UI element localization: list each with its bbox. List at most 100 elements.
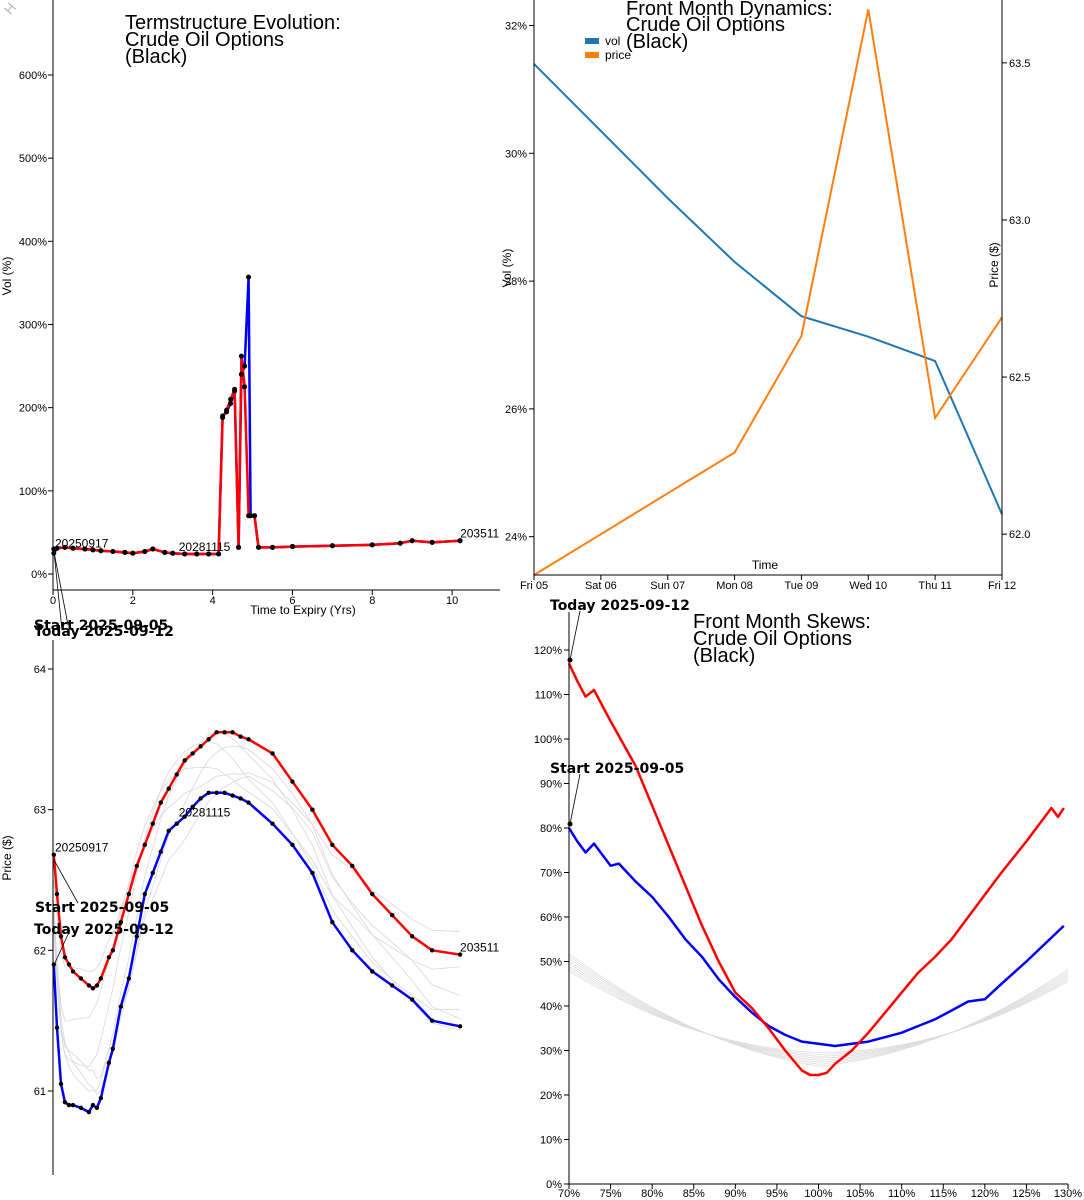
futures-curve-point-start	[310, 870, 315, 876]
termstructure-x-tick-label: 4	[210, 595, 216, 607]
front-skews-series-today	[567, 662, 1065, 1077]
front-skews-title-line1: Front Month Skews:	[693, 611, 871, 633]
termstructure-point-today	[242, 384, 248, 390]
front-dynamics-right-tick-label: 63.0	[1009, 215, 1030, 227]
futures-curve-point-start	[118, 1004, 124, 1009]
termstructure-point-today	[62, 544, 68, 550]
termstructure-point-today	[397, 540, 403, 546]
futures-curve-point-today	[190, 751, 195, 756]
front-dynamics-x-tick-label: Fri 12	[988, 580, 1016, 592]
futures-curve-point-today	[246, 737, 251, 742]
futures-curve-point-start	[222, 790, 227, 795]
legend-label-vol: vol	[605, 34, 620, 48]
futures-curve-point-today	[290, 779, 295, 784]
termstructure-y-tick-label: 100%	[19, 486, 47, 498]
front-dynamics-panel: 24% 26% 28% 30% 32% 62.0 62.5 63.0 63.5 Fri 05 S…	[500, 0, 1030, 592]
termstructure-point-today	[224, 407, 230, 413]
front-dynamics-x-title: Time	[752, 558, 779, 572]
termstructure-y-ticks: 0% 100% 200% 300% 400% 500% 600%	[19, 70, 53, 581]
front-skews-x-tick-label: 75%	[600, 1188, 622, 1200]
futures-curve-callout-today: Today 2025-09-12	[34, 922, 174, 938]
termstructure-panel: 0% 100% 200% 300% 400% 500% 600% 0 2 4 6 8 10 20250…	[0, 0, 500, 640]
futures-curve-point-today	[126, 891, 132, 897]
front-skews-history-line-7	[568, 955, 1069, 1065]
front-dynamics-x-ticks: Fri 05 Sat 06 Sun 07 Mon 08 Tue 09 Wed 10 Thu …	[520, 575, 1016, 592]
front-dynamics-x-tick-label: Sat 06	[585, 580, 617, 592]
front-skews-y-tick-label: 20%	[540, 1090, 562, 1102]
front-dynamics-x-tick-label: Sun 07	[650, 580, 685, 592]
front-skews-history-line-8	[568, 953, 1069, 1067]
termstructure-point-today	[236, 544, 242, 550]
futures-curve-point-start	[370, 969, 375, 974]
front-skews-y-tick-label: 70%	[540, 868, 562, 880]
futures-curve-point-today	[70, 969, 76, 974]
front-dynamics-series-vol	[533, 63, 1003, 515]
futures-curve-point-today	[142, 842, 147, 848]
termstructure-callout-leader-start	[53, 551, 69, 626]
futures-curve-point-start	[290, 842, 295, 848]
termstructure-point-start	[238, 371, 244, 377]
futures-curve-point-start	[198, 796, 203, 801]
futures-curve-point-today	[94, 983, 100, 988]
termstructure-point-today	[110, 549, 116, 555]
termstructure-point-today	[182, 551, 188, 557]
termstructure-point-today	[82, 546, 88, 552]
futures-curve-point-today	[390, 912, 395, 918]
futures-curve-history-line-3	[53, 731, 461, 1092]
futures-curve-point-today	[270, 751, 275, 756]
front-skews-y-tick-label: 110%	[535, 690, 563, 702]
termstructure-point-today	[457, 538, 463, 544]
front-skews-x-tick-label: 90%	[724, 1188, 746, 1200]
front-skews-series	[567, 662, 1065, 1077]
futures-curve-y-title: Price ($)	[0, 835, 14, 880]
termstructure-point-today	[54, 545, 60, 551]
termstructure-x-tick-label: 2	[130, 595, 136, 607]
termstructure-title-line2: Crude Oil Options	[125, 29, 284, 51]
front-dynamics-left-tick-label: 26%	[505, 404, 527, 416]
termstructure-point-today	[238, 353, 244, 359]
futures-curve-point-start	[86, 1109, 92, 1115]
termstructure-x-ticks: 0 2 4 6 8 10	[50, 590, 458, 607]
futures-curve-series-start	[52, 791, 461, 1114]
front-dynamics-right-title: Price ($)	[987, 242, 1001, 287]
futures-curve-point-start	[54, 1025, 60, 1030]
front-dynamics-legend: vol price	[585, 34, 631, 62]
futures-curve-point-start	[350, 948, 355, 953]
termstructure-series-today	[53, 354, 461, 556]
futures-curve-contract-labels: 20250917 20281115 203511	[55, 806, 500, 955]
termstructure-y-tick-label: 300%	[19, 320, 47, 332]
futures-curve-point-today	[409, 934, 415, 939]
futures-curve-point-start	[134, 934, 140, 939]
futures-curve-point-today	[150, 821, 155, 826]
futures-curve-point-today	[198, 744, 203, 749]
futures-curve-point-start	[190, 804, 195, 810]
termstructure-points	[51, 274, 463, 557]
front-skews-y-ticks: 0% 10% 20% 30% 40% 50% 60% 70% 80% 90% 100% 110% 120…	[534, 645, 569, 1191]
watermark: H	[1, 0, 20, 18]
futures-curve-point-start	[110, 1046, 116, 1052]
termstructure-x-title: Time to Expiry (Yrs)	[250, 603, 356, 617]
futures-curve-point-today	[206, 737, 211, 742]
front-skews-callout-leader-start	[569, 773, 581, 825]
futures-curve-point-today	[98, 976, 104, 981]
termstructure-history-line-5	[53, 359, 461, 555]
futures-curve-history-line-4	[53, 741, 461, 1068]
front-dynamics-left-tick-label: 30%	[505, 148, 527, 160]
futures-curve-point-start	[70, 1102, 76, 1108]
futures-curve-point-start	[150, 870, 155, 876]
futures-curve-callout-leader-start	[53, 859, 79, 904]
front-skews-history-line-2	[568, 968, 1069, 1055]
futures-curve-contract-label: 20250917	[55, 841, 109, 855]
termstructure-point-today	[206, 551, 212, 557]
front-dynamics-x-tick-label: Wed 10	[849, 580, 887, 592]
futures-curve-point-today	[214, 730, 219, 735]
termstructure-point-today	[194, 551, 200, 557]
front-dynamics-title-line1: Front Month Dynamics:	[626, 0, 833, 20]
termstructure-point-today	[369, 542, 375, 548]
front-dynamics-right-tick-label: 63.5	[1009, 58, 1030, 70]
termstructure-y-tick-label: 500%	[19, 153, 47, 165]
futures-curve-point-start	[142, 891, 147, 897]
front-dynamics-series	[533, 9, 1003, 576]
futures-curve-point-start	[174, 821, 179, 826]
